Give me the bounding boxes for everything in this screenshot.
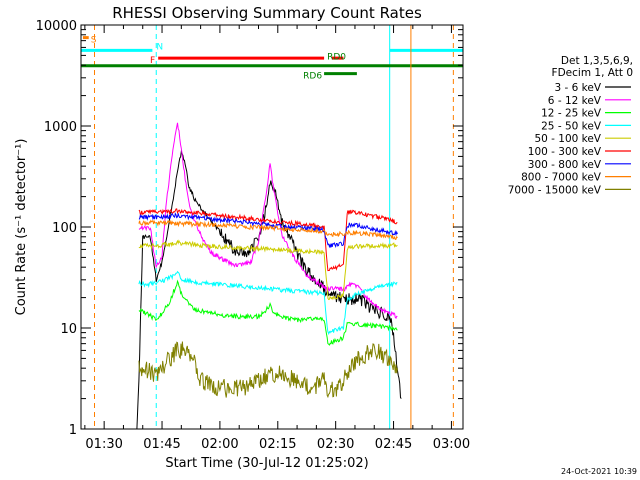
y-tick-label: 10 [60, 322, 77, 337]
x-tick-label: 02:00 [201, 437, 238, 452]
y-tick-label: 100 [52, 221, 77, 236]
legend-entry-label: 25 - 50 keV [541, 120, 602, 132]
legend-entry-label: 100 - 300 keV [528, 146, 602, 158]
legend-header-line: Det 1,3,5,6,9, [561, 55, 633, 67]
flag-label-n: N [156, 42, 163, 52]
y-axis-label: Count Rate (s⁻¹ detector⁻¹) [14, 139, 29, 316]
legend-header-line: FDecim 1, Att 0 [552, 67, 633, 79]
legend-entry-label: 7000 - 15000 keV [508, 184, 602, 196]
x-tick-label: 01:45 [143, 437, 180, 452]
x-tick-label: 02:15 [259, 437, 296, 452]
legend-entry-label: 800 - 7000 keV [521, 172, 602, 184]
x-tick-label: 03:00 [433, 437, 470, 452]
legend-entry-label: 300 - 800 keV [528, 159, 602, 171]
x-tick-label: 02:45 [375, 437, 412, 452]
legend-entry-label: 50 - 100 keV [534, 133, 601, 145]
y-tick-label: 1 [69, 423, 77, 438]
rhessi-count-rate-chart: RHESSI Observing Summary Count Rates S N F… [0, 0, 640, 480]
chart-title: RHESSI Observing Summary Count Rates [112, 4, 422, 22]
timestamp: 24-Oct-2021 10:39 [561, 467, 637, 476]
x-tick-label: 02:30 [317, 437, 354, 452]
y-tick-label: 10000 [36, 19, 77, 34]
flag-label-rd6: RD6 [303, 72, 322, 82]
legend-entry-label: 6 - 12 keV [548, 95, 602, 107]
legend-entry-label: 3 - 6 keV [554, 82, 601, 94]
legend-entry-label: 12 - 25 keV [541, 108, 602, 120]
flag-label-rd0: RD0 [327, 53, 346, 63]
x-tick-label: 01:30 [85, 437, 122, 452]
x-axis-label: Start Time (30-Jul-12 01:25:02) [165, 456, 368, 471]
flag-label-s: S [91, 36, 97, 46]
y-tick-label: 1000 [44, 120, 77, 135]
